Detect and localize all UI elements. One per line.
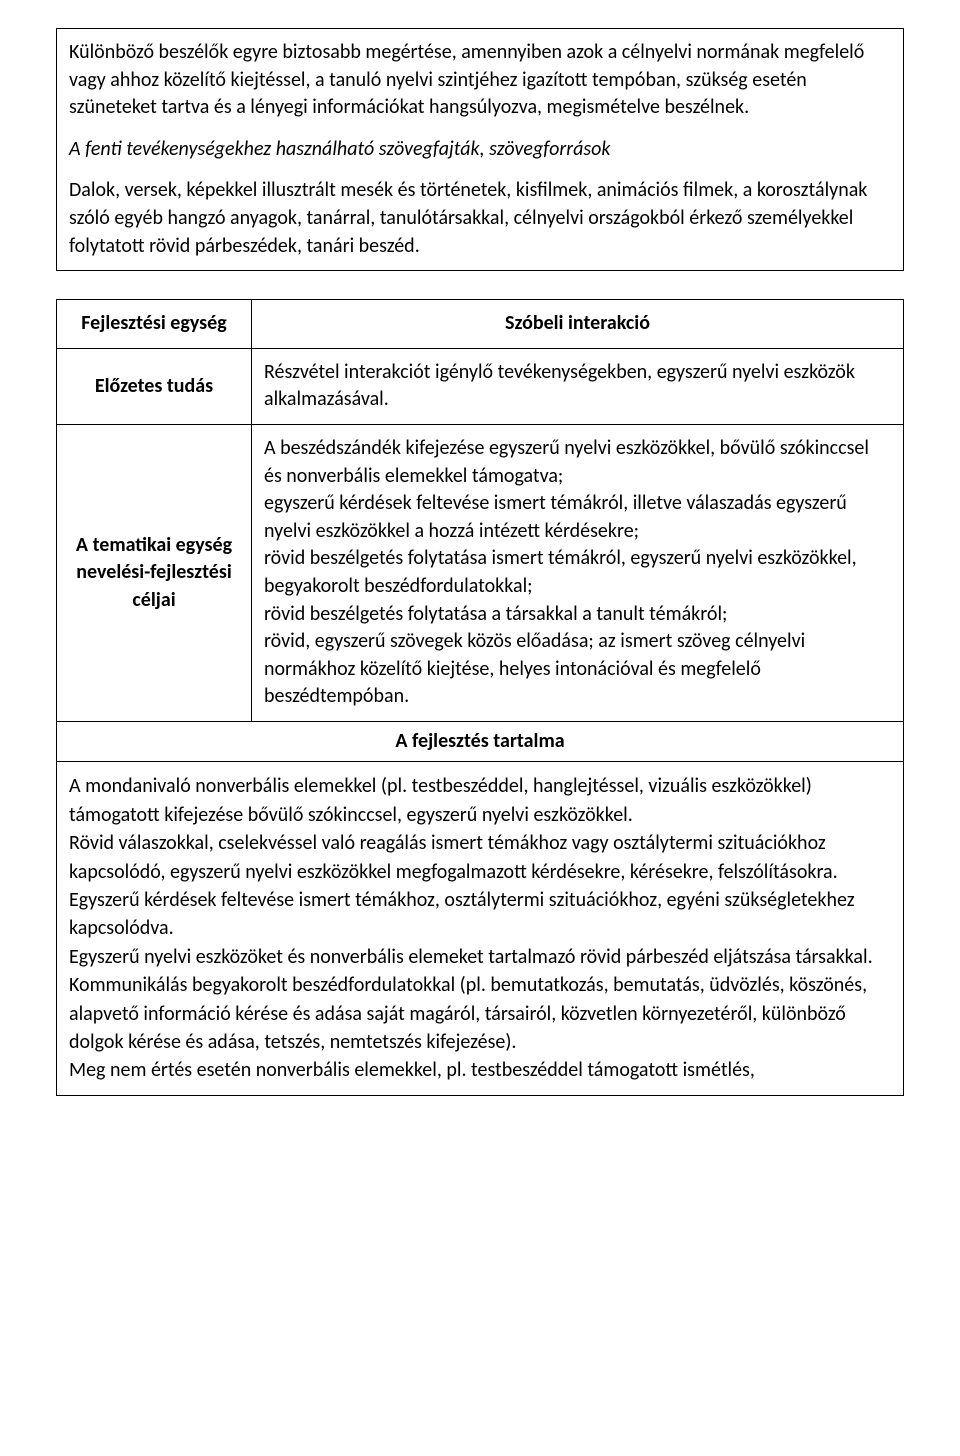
table-row: A tematikai egység nevelési-fejlesztési … [57, 424, 904, 721]
row-label-fejlesztesi-egyseg: Fejlesztési egység [57, 300, 252, 349]
row-value-szobeli-interakcio: Szóbeli interakció [252, 300, 904, 349]
row-value-elozetes-tudas: Részvétel interakciót igénylő tevékenysé… [252, 348, 904, 424]
top-text-box: Különböző beszélők egyre biztosabb megér… [56, 28, 904, 271]
row-label-text: A tematikai egység nevelési-fejlesztési … [76, 533, 232, 612]
table-row: Előzetes tudás Részvétel interakciót igé… [57, 348, 904, 424]
table-row: Fejlesztési egység Szóbeli interakció [57, 300, 904, 349]
content-cell: A mondanivaló nonverbális elemekkel (pl.… [57, 762, 904, 1095]
row-value-text: A beszédszándék kifejezése egyszerű nyel… [264, 436, 869, 708]
table-row: A fejlesztés tartalma [57, 721, 904, 762]
row-label-elozetes-tudas: Előzetes tudás [57, 348, 252, 424]
top-paragraph-3: Dalok, versek, képekkel illusztrált mesé… [69, 177, 891, 260]
top-paragraph-1: Különböző beszélők egyre biztosabb megér… [69, 39, 891, 122]
curriculum-table: Fejlesztési egység Szóbeli interakció El… [56, 299, 904, 1096]
table-row: A mondanivaló nonverbális elemekkel (pl.… [57, 762, 904, 1095]
top-paragraph-2-italic: A fenti tevékenységekhez használható szö… [69, 136, 891, 164]
content-text: A mondanivaló nonverbális elemekkel (pl.… [69, 772, 891, 1084]
section-title-fejlesztes-tartalma: A fejlesztés tartalma [57, 721, 904, 762]
row-label-tematikai-egyseg: A tematikai egység nevelési-fejlesztési … [57, 424, 252, 721]
document-page: Különböző beszélők egyre biztosabb megér… [0, 0, 960, 1136]
row-value-tematikai-egyseg: A beszédszándék kifejezése egyszerű nyel… [252, 424, 904, 721]
